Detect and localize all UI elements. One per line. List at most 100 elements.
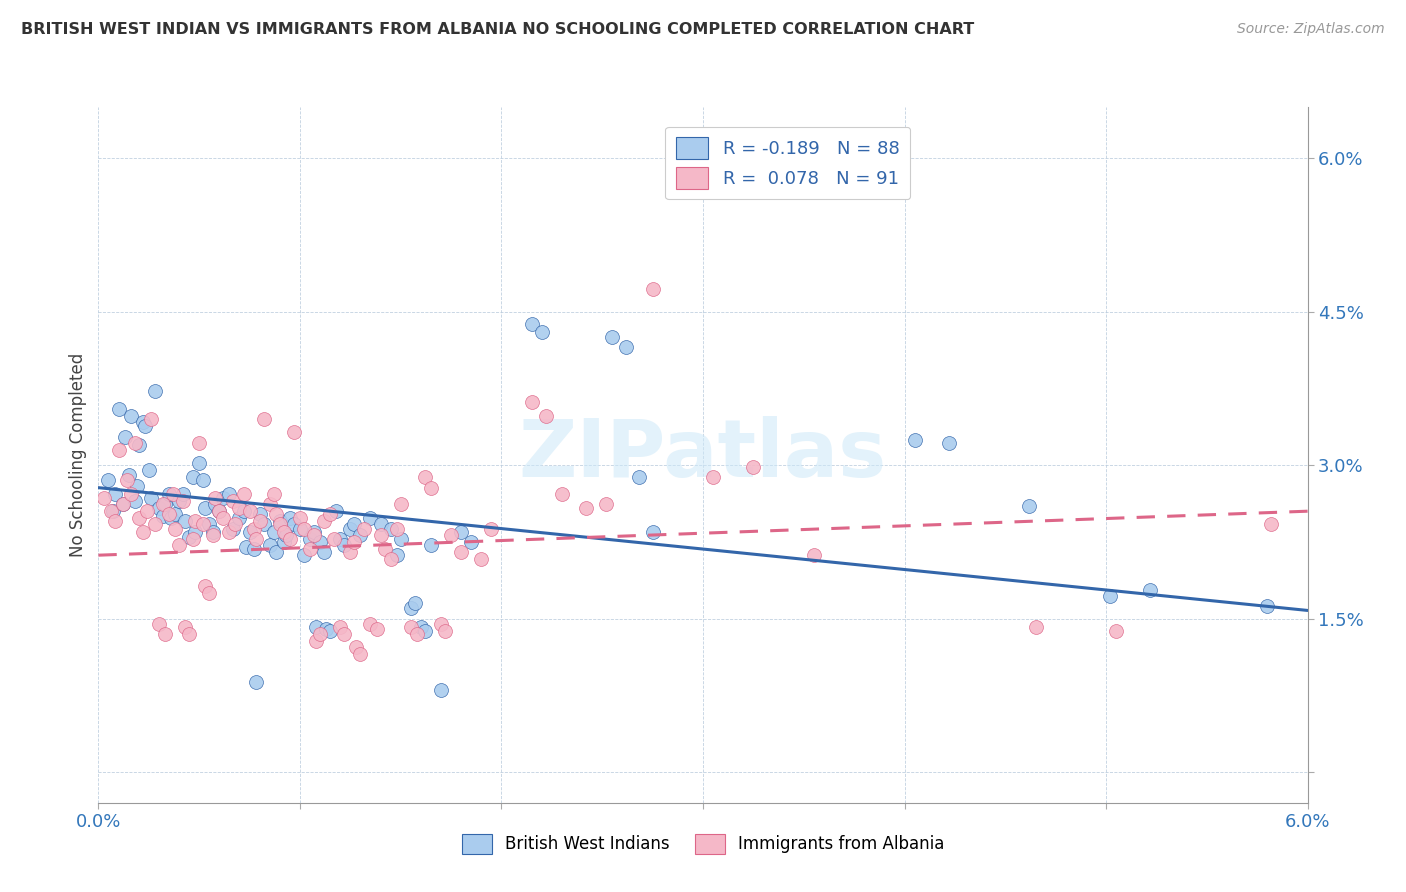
Point xyxy=(101,504,124,518)
Point xyxy=(399,601,422,615)
Point xyxy=(264,508,287,522)
Point xyxy=(520,317,543,331)
Point xyxy=(172,494,194,508)
Point xyxy=(349,527,371,541)
Point xyxy=(263,524,285,539)
Point xyxy=(269,515,291,529)
Point xyxy=(162,487,184,501)
Point xyxy=(803,548,825,562)
Text: Source: ZipAtlas.com: Source: ZipAtlas.com xyxy=(1237,22,1385,37)
Point xyxy=(132,415,155,429)
Point xyxy=(349,648,371,662)
Point xyxy=(208,504,231,518)
Point xyxy=(107,442,129,457)
Point xyxy=(253,412,276,426)
Point xyxy=(239,504,262,518)
Point xyxy=(339,545,361,559)
Text: ZIPatlas: ZIPatlas xyxy=(519,416,887,494)
Point xyxy=(193,474,215,488)
Point xyxy=(148,616,170,631)
Point xyxy=(103,487,125,501)
Point xyxy=(339,522,361,536)
Point xyxy=(242,542,264,557)
Point xyxy=(314,545,336,559)
Point xyxy=(302,527,325,541)
Point xyxy=(329,620,352,634)
Point xyxy=(174,515,197,529)
Point xyxy=(232,504,254,518)
Point xyxy=(434,624,457,638)
Point xyxy=(174,620,197,634)
Point xyxy=(222,522,245,536)
Point xyxy=(479,522,503,536)
Point xyxy=(325,504,347,518)
Point xyxy=(399,620,422,634)
Point xyxy=(440,527,463,541)
Point xyxy=(299,542,322,557)
Point xyxy=(450,545,472,559)
Point xyxy=(153,497,176,511)
Point xyxy=(208,504,231,518)
Point xyxy=(333,627,356,641)
Point xyxy=(343,517,366,532)
Point xyxy=(419,481,441,495)
Point xyxy=(409,620,432,634)
Point xyxy=(120,409,142,423)
Point xyxy=(370,517,392,532)
Point xyxy=(641,282,664,296)
Point xyxy=(413,470,436,484)
Point xyxy=(160,511,183,525)
Point xyxy=(115,474,138,488)
Point xyxy=(302,524,325,539)
Point xyxy=(641,524,664,539)
Point xyxy=(430,616,453,631)
Point xyxy=(128,511,150,525)
Point xyxy=(228,501,250,516)
Point xyxy=(283,425,305,440)
Point xyxy=(299,532,322,546)
Point xyxy=(253,517,276,532)
Point xyxy=(450,524,472,539)
Point xyxy=(315,622,337,636)
Point xyxy=(430,683,453,698)
Point xyxy=(157,508,180,522)
Point xyxy=(742,460,765,475)
Point xyxy=(111,497,134,511)
Point xyxy=(152,497,174,511)
Point xyxy=(167,494,190,508)
Point xyxy=(118,468,141,483)
Point xyxy=(184,524,207,539)
Point xyxy=(292,522,315,536)
Legend: British West Indians, Immigrants from Albania: British West Indians, Immigrants from Al… xyxy=(456,827,950,861)
Point xyxy=(228,511,250,525)
Point xyxy=(124,494,146,508)
Point xyxy=(172,487,194,501)
Point xyxy=(273,534,295,549)
Point xyxy=(305,620,328,634)
Point xyxy=(249,515,271,529)
Point xyxy=(305,634,328,648)
Point xyxy=(551,487,574,501)
Y-axis label: No Schooling Completed: No Schooling Completed xyxy=(69,353,87,557)
Point xyxy=(128,438,150,452)
Point xyxy=(138,463,160,477)
Point xyxy=(419,538,441,552)
Point xyxy=(139,412,162,426)
Point xyxy=(319,624,342,638)
Point xyxy=(167,538,190,552)
Point xyxy=(202,524,225,539)
Point xyxy=(184,515,207,529)
Point xyxy=(111,497,134,511)
Point xyxy=(222,494,245,508)
Point xyxy=(179,627,201,641)
Point xyxy=(1024,620,1046,634)
Point xyxy=(314,515,336,529)
Point xyxy=(380,522,402,536)
Point xyxy=(370,527,392,541)
Point xyxy=(385,522,408,536)
Point xyxy=(374,542,396,557)
Point xyxy=(366,622,388,636)
Point xyxy=(218,487,240,501)
Point xyxy=(139,491,162,505)
Point xyxy=(470,552,492,566)
